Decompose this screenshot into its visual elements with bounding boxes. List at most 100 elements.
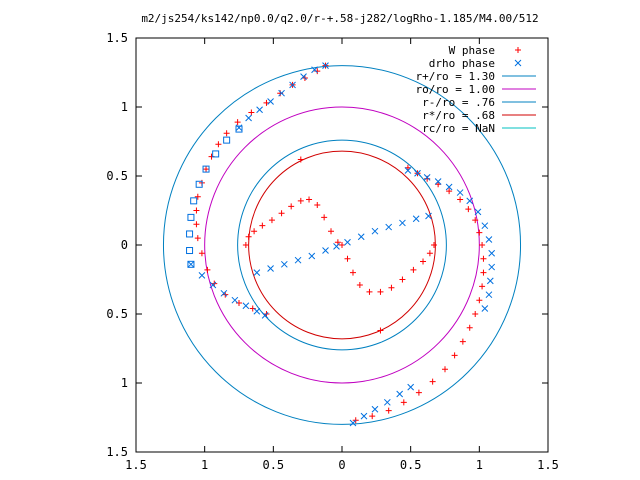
series-1-point-38 — [187, 260, 195, 268]
series-1-point-28 — [308, 252, 316, 260]
series-0-point-53 — [268, 217, 275, 224]
y-tick-label-5: 1 — [121, 100, 128, 114]
series-0-point-37 — [476, 297, 483, 304]
series-0-point-45 — [400, 399, 407, 406]
series-0-point-27 — [435, 181, 442, 188]
series-0-point-5 — [204, 266, 211, 273]
series-1-point-4 — [278, 89, 285, 97]
series-0-point-61 — [334, 239, 341, 246]
series-0-point-73 — [431, 242, 438, 248]
legend-label-5: r*/ro = .68 — [422, 109, 495, 122]
x-tick-label-0: 1.5 — [125, 458, 147, 472]
series-1-point-6 — [256, 106, 263, 114]
series-0-point-67 — [377, 288, 384, 295]
chart-title: m2/js254/ks142/np0.0/q2.0/r-+.58-j282/lo… — [141, 12, 538, 25]
series-1-point-12 — [434, 178, 442, 185]
series-0-point-68 — [388, 284, 395, 291]
series-1-point-14 — [456, 189, 464, 196]
series-0-point-15 — [223, 130, 230, 137]
series-0-point-35 — [480, 269, 487, 276]
series-0-point-57 — [306, 196, 313, 203]
series-0-point-65 — [356, 282, 363, 289]
series-1-point-11 — [423, 174, 431, 181]
series-1-point-18 — [485, 236, 493, 243]
series-0-point-33 — [479, 242, 486, 248]
legend-label-1: drho phase — [429, 57, 495, 70]
series-0-point-64 — [349, 269, 356, 276]
series-0-point-62 — [339, 242, 345, 248]
y-tick-label-4: 0.5 — [106, 169, 128, 183]
series-0-point-43 — [429, 378, 436, 385]
series-1-point-40 — [209, 281, 217, 289]
series-1-point-24 — [253, 269, 261, 276]
series-2-point-7 — [186, 230, 194, 238]
series-1-point-22 — [485, 291, 493, 299]
series-0-point-12 — [203, 166, 210, 173]
series-0-point-54 — [278, 210, 285, 217]
series-0-point-29 — [457, 196, 464, 203]
series-1-point-19 — [488, 249, 496, 257]
legend-label-6: rc/ro = NaN — [422, 122, 495, 135]
series-0-point-59 — [321, 214, 328, 221]
series-0 — [193, 62, 487, 424]
series-0-point-14 — [215, 141, 222, 148]
legend-label-3: ro/ro = 1.00 — [416, 83, 495, 96]
series-2-point-2 — [212, 150, 220, 158]
series-0-point-17 — [248, 109, 255, 116]
series-1-point-42 — [231, 296, 239, 304]
series-1-point-17 — [481, 222, 489, 230]
series-0-point-69 — [399, 276, 406, 283]
series-2-point-8 — [186, 247, 194, 255]
series-1-point-15 — [466, 197, 474, 205]
series-2-point-6 — [187, 213, 195, 221]
series-0-point-47 — [369, 413, 376, 420]
series-1-point-26 — [280, 260, 288, 268]
series-1-point-20 — [488, 263, 496, 271]
series-0-point-18 — [263, 99, 270, 106]
series-1-point-21 — [486, 277, 494, 285]
legend-key-1 — [514, 59, 522, 67]
series-1-point-46 — [349, 419, 357, 427]
y-tick-label-0: 1.5 — [106, 445, 128, 459]
series-1-point-10 — [414, 169, 421, 177]
series-0-point-24 — [404, 164, 411, 171]
series-1-point-31 — [344, 238, 351, 246]
series-1-point-7 — [245, 114, 252, 122]
y-tick-label-1: 1 — [121, 376, 128, 390]
series-1-point-50 — [396, 390, 404, 398]
legend-key-0 — [515, 47, 521, 53]
series-0-point-46 — [385, 407, 392, 414]
data-series — [186, 62, 496, 427]
series-0-point-9 — [193, 207, 200, 214]
series-0-point-38 — [472, 311, 479, 317]
series-0-point-75 — [377, 327, 384, 334]
series-0-point-39 — [466, 324, 473, 331]
series-0-point-60 — [328, 228, 335, 235]
series-1-point-47 — [360, 412, 368, 420]
series-0-point-42 — [442, 366, 448, 373]
series-1-point-34 — [385, 223, 393, 231]
series-0-point-2 — [236, 299, 242, 306]
y-tick-label-3: 0 — [121, 238, 128, 252]
series-0-point-44 — [415, 389, 422, 396]
x-tick-label-3: 0 — [338, 458, 345, 472]
series-1-point-0 — [322, 62, 329, 69]
series-2-point-3 — [202, 165, 210, 173]
series-0-point-30 — [465, 206, 472, 213]
series-1-point-44 — [253, 307, 261, 315]
series-2-point-4 — [195, 180, 203, 188]
series-0-point-6 — [198, 250, 205, 257]
series-1-point-25 — [267, 265, 274, 272]
series-0-point-7 — [194, 235, 201, 242]
series-1-point-2 — [300, 73, 307, 80]
series-0-point-70 — [410, 266, 417, 273]
series-0-point-58 — [314, 201, 321, 208]
series-0-point-32 — [476, 229, 483, 236]
series-1-point-13 — [445, 183, 453, 191]
series-1 — [187, 62, 496, 427]
series-2-point-5 — [190, 197, 198, 205]
x-tick-label-5: 1 — [476, 458, 483, 472]
series-0-point-56 — [297, 197, 304, 204]
series-1-point-49 — [383, 398, 391, 406]
